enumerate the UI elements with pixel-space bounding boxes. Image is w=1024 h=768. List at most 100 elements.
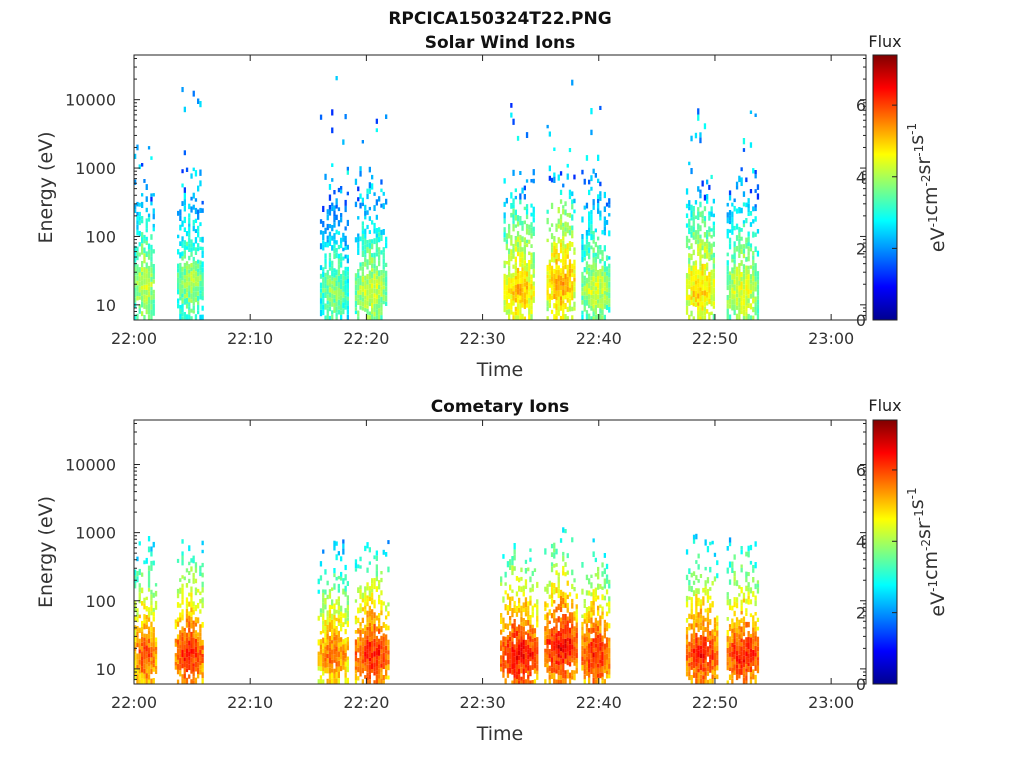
flux-cell <box>585 623 589 628</box>
flux-cell <box>710 311 713 315</box>
flux-cell <box>337 309 341 315</box>
flux-cell <box>335 76 338 81</box>
flux-cell <box>385 669 388 676</box>
flux-cell <box>324 253 327 259</box>
flux-cell <box>601 666 604 673</box>
flux-cell <box>511 680 514 684</box>
flux-cell <box>183 192 186 200</box>
flux-cell <box>326 610 329 617</box>
flux-cell <box>550 587 554 593</box>
flux-cell <box>532 258 535 264</box>
flux-cell <box>742 220 746 224</box>
flux-cell <box>749 315 753 320</box>
flux-cell <box>690 217 693 221</box>
flux-cell <box>548 594 551 599</box>
flux-cell <box>179 241 182 246</box>
flux-cell <box>562 208 565 215</box>
flux-cell <box>555 618 558 622</box>
flux-cell <box>592 551 595 557</box>
flux-cell <box>529 615 532 620</box>
flux-cell <box>557 640 560 645</box>
flux-cell <box>709 635 712 641</box>
flux-cell <box>685 242 689 249</box>
flux-cell <box>179 293 182 297</box>
flux-cell <box>713 617 717 624</box>
flux-cell <box>505 197 508 204</box>
flux-cell <box>371 614 374 621</box>
flux-cell <box>326 639 329 645</box>
flux-cell <box>742 298 746 306</box>
flux-cell <box>749 303 753 310</box>
flux-cell <box>559 219 563 225</box>
flux-cell <box>143 659 146 663</box>
flux-cell <box>380 626 383 633</box>
flux-cell <box>366 617 369 623</box>
flux-cell <box>713 652 717 659</box>
flux-cell <box>138 568 141 576</box>
flux-cell <box>608 298 611 304</box>
flux-cell <box>331 599 334 606</box>
flux-cell <box>594 304 597 311</box>
flux-cell <box>516 315 520 320</box>
flux-cell <box>522 591 525 597</box>
flux-cell <box>712 301 715 306</box>
flux-cell <box>713 641 717 647</box>
flux-cell <box>553 241 556 246</box>
flux-cell <box>357 290 360 295</box>
flux-cell <box>531 642 534 646</box>
flux-cell <box>368 657 371 662</box>
flux-cell <box>359 666 362 672</box>
flux-cell <box>147 674 151 680</box>
flux-cell <box>322 589 325 593</box>
flux-cell <box>564 603 567 608</box>
flux-cell <box>513 604 516 608</box>
flux-cell <box>192 572 195 578</box>
flux-cell <box>185 231 189 237</box>
flux-cell <box>557 257 560 262</box>
flux-cell <box>359 280 362 286</box>
flux-cell <box>550 566 554 573</box>
flux-cell <box>756 193 760 200</box>
flux-cell <box>581 287 584 292</box>
flux-cell <box>544 601 547 608</box>
flux-cell <box>733 581 736 586</box>
flux-cell <box>199 565 202 572</box>
flux-cell <box>344 564 347 571</box>
flux-cell <box>590 623 593 628</box>
flux-cell <box>368 605 371 611</box>
flux-cell <box>553 552 556 559</box>
flux-cell <box>385 291 388 296</box>
flux-cell <box>513 662 516 669</box>
flux-cell <box>375 655 378 660</box>
flux-cell <box>597 178 600 183</box>
flux-cell <box>752 281 755 286</box>
flux-cell <box>685 601 689 608</box>
flux-cell <box>740 244 743 249</box>
flux-cell <box>713 659 717 663</box>
flux-cell <box>373 229 376 234</box>
flux-cell <box>530 309 533 315</box>
flux-cell <box>366 274 369 280</box>
flux-cell <box>708 277 711 283</box>
flux-cell <box>601 646 604 652</box>
flux-cell <box>190 286 193 294</box>
flux-cell <box>361 225 364 231</box>
flux-cell <box>346 292 349 297</box>
flux-cell <box>571 214 574 221</box>
flux-cell <box>573 578 576 583</box>
flux-cell <box>688 227 691 235</box>
flux-cell <box>690 253 693 261</box>
flux-cell <box>516 215 520 222</box>
flux-cell <box>553 283 556 288</box>
flux-cell <box>555 633 558 638</box>
flux-cell <box>594 679 597 684</box>
flux-cell <box>697 617 700 624</box>
flux-cell <box>380 286 383 292</box>
flux-cell <box>738 645 741 652</box>
flux-cell <box>728 624 732 628</box>
flux-cell <box>706 297 709 302</box>
flux-cell <box>185 597 189 604</box>
flux-cell <box>136 608 139 612</box>
flux-cell <box>738 244 741 249</box>
flux-cell <box>509 584 512 591</box>
